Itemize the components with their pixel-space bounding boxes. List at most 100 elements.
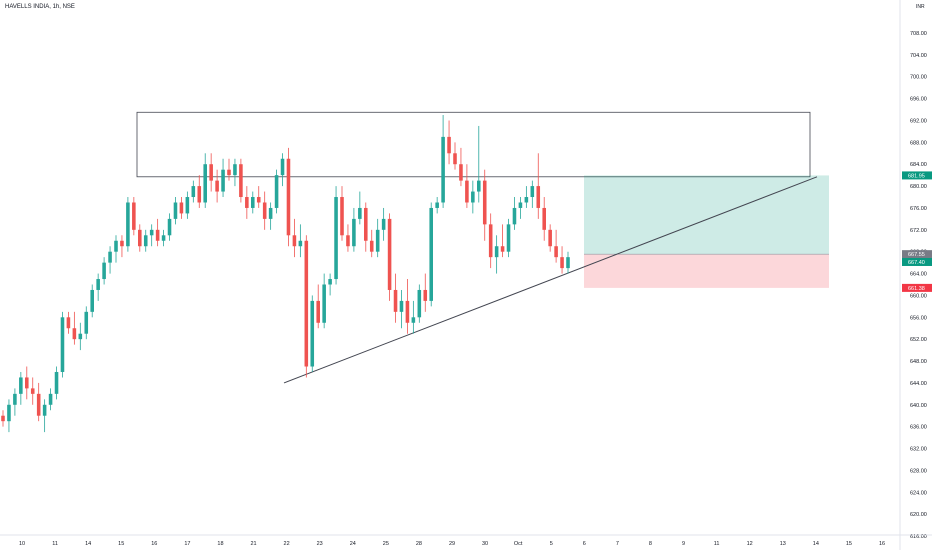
candle-body	[375, 229, 380, 252]
time-tick-label: 22	[284, 541, 290, 547]
time-tick-label: 11	[714, 541, 720, 547]
candle-body	[488, 224, 493, 258]
candle-body	[542, 207, 546, 230]
time-tick-label: 15	[118, 541, 124, 547]
time-tick-label: 30	[482, 541, 488, 547]
price-tick-label: 692.00	[910, 118, 927, 124]
candle-body	[566, 257, 570, 269]
price-tick-label: 632.00	[910, 447, 927, 453]
time-tick-label: 14	[85, 541, 91, 547]
time-tick-label: 16	[879, 541, 885, 547]
price-tick-label: 704.00	[910, 53, 927, 59]
candle-body	[179, 202, 184, 214]
price-tag-label: 681.95	[908, 173, 925, 179]
candle-body	[292, 235, 297, 247]
candle-body	[19, 377, 23, 394]
candle-body	[167, 218, 172, 236]
loss-zone	[584, 254, 829, 288]
price-tick-label: 656.00	[910, 315, 927, 321]
candle-body	[316, 300, 320, 323]
price-tag-label: 667.40	[908, 260, 925, 266]
candle-body	[90, 289, 94, 312]
candle-body	[60, 317, 65, 372]
candle-body	[149, 229, 154, 236]
time-tick-label: 10	[19, 541, 25, 547]
time-axis[interactable]: 10 11 14 15 16 17 18 21 22 23 24 25 28 29 30 Oct 5 6 7 8 9 11…	[0, 534, 932, 547]
candle-body	[48, 393, 53, 405]
candle-body	[84, 311, 89, 334]
time-tick-label: 25	[383, 541, 389, 547]
candle-body	[423, 289, 428, 301]
time-tick-label: 29	[449, 541, 455, 547]
currency-label: INR	[916, 4, 925, 10]
time-tick-label: 24	[350, 541, 356, 547]
time-tick-label: 11	[52, 541, 58, 547]
candle-body	[203, 164, 207, 203]
price-tick-label: 616.00	[910, 534, 927, 540]
candle-body	[435, 202, 439, 208]
candle-body	[387, 218, 392, 290]
candle-body	[209, 164, 213, 181]
candle-body	[411, 317, 416, 323]
price-tick-label: 660.00	[910, 293, 927, 299]
time-tick-label: 7	[616, 541, 619, 547]
price-tick-label: 624.00	[910, 490, 927, 496]
candle-body	[358, 207, 362, 219]
candle-body	[42, 404, 47, 416]
time-tick-label: 21	[250, 541, 256, 547]
price-tick-label: 628.00	[910, 468, 927, 474]
price-tick-label: 696.00	[910, 97, 927, 103]
price-tag-label: 661.38	[908, 286, 925, 292]
price-tag	[902, 171, 932, 180]
candle-body	[126, 202, 130, 247]
candle-body	[7, 404, 11, 422]
price-tick-label: 636.00	[910, 425, 927, 431]
time-tick-label: 5	[550, 541, 553, 547]
time-tick-label: 16	[151, 541, 157, 547]
time-tick-label: 15	[846, 541, 852, 547]
price-tick-label: 652.00	[910, 337, 927, 343]
candle-body	[352, 218, 356, 247]
candle-body	[108, 251, 112, 263]
candle-body	[245, 197, 249, 208]
candle-body	[459, 164, 463, 181]
candle-body	[268, 207, 273, 219]
candle-body	[280, 158, 285, 176]
candle-body	[143, 235, 148, 247]
candle-body	[506, 224, 511, 252]
candle-body	[482, 180, 487, 225]
candle-body	[286, 158, 291, 236]
price-axis[interactable]: 616.00 620.00 624.00 628.00 632.00 636.00 640.…	[899, 0, 927, 550]
candle-body	[114, 240, 118, 252]
candle-body	[102, 262, 106, 280]
symbol-title: HAVELLS INDIA, 1h, NSE	[5, 4, 75, 10]
price-tick-label: 684.00	[910, 162, 927, 168]
candle-body	[36, 393, 41, 416]
price-tag	[902, 250, 932, 259]
candle-body	[132, 202, 136, 230]
candle-body	[1, 415, 5, 422]
time-tick-label: 18	[217, 541, 223, 547]
candle-body	[322, 284, 326, 323]
candle-body	[138, 229, 142, 247]
ascending-trendline	[283, 176, 818, 384]
candle-body	[256, 197, 261, 203]
candle-body	[399, 300, 404, 312]
candle-body	[500, 246, 505, 252]
price-tag-label: 667.55	[908, 252, 925, 258]
price-tag	[902, 257, 932, 266]
candle-body	[560, 257, 564, 269]
candle-body	[155, 229, 160, 241]
time-tick-label: 23	[317, 541, 323, 547]
candle-body	[13, 393, 17, 405]
price-tick-label: 680.00	[910, 184, 927, 190]
candle-body	[447, 136, 451, 154]
time-tick-label: 9	[682, 541, 685, 547]
candle-body	[304, 240, 309, 367]
time-tick-label: 12	[747, 541, 753, 547]
price-tick-label: 688.00	[910, 140, 927, 146]
candle-body	[310, 300, 315, 367]
candle-body	[215, 180, 219, 192]
candle-body	[417, 289, 422, 318]
